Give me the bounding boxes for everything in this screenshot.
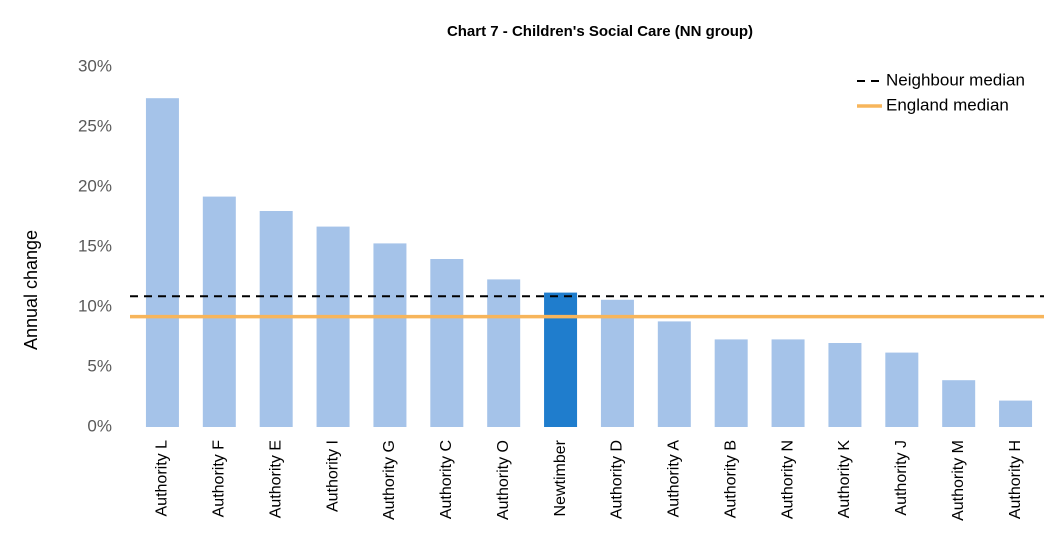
x-tick-label: Newtimber: [552, 439, 569, 516]
bar: [316, 226, 350, 427]
bar: [487, 279, 521, 427]
x-tick-label: Authority J: [893, 440, 910, 516]
x-tick-label: Authority D: [609, 440, 626, 519]
bar: [942, 380, 976, 427]
x-tick-label: Authority F: [211, 440, 228, 518]
x-tick-label: Authority M: [950, 440, 967, 521]
x-tick-label: Authority A: [666, 440, 683, 518]
x-tick-label: Authority L: [154, 440, 171, 517]
bar: [771, 339, 805, 427]
chart-title: Chart 7 - Children's Social Care (NN gro…: [447, 23, 753, 40]
x-tick-label: Authority O: [495, 440, 512, 520]
bar: [145, 98, 179, 427]
bar: [430, 259, 464, 427]
bar: [657, 321, 691, 427]
y-tick-label: 25%: [78, 116, 112, 135]
bar: [999, 400, 1033, 427]
x-tick-label: Authority K: [836, 440, 853, 519]
legend-label: England median: [886, 95, 1009, 114]
y-axis-label: Annual change: [21, 230, 41, 350]
bar: [544, 292, 578, 427]
bar: [885, 352, 919, 427]
x-tick-label: Authority H: [1007, 440, 1024, 519]
x-tick-label: Authority C: [438, 440, 455, 519]
x-tick-label: Authority N: [779, 440, 796, 519]
x-tick-label: Authority G: [381, 440, 398, 520]
bar: [373, 243, 407, 427]
y-tick-label: 30%: [78, 56, 112, 75]
y-tick-label: 0%: [87, 416, 112, 435]
bar: [600, 299, 634, 427]
y-tick-label: 10%: [78, 296, 112, 315]
x-tick-label: Authority E: [267, 440, 284, 518]
x-tick-label: Authority B: [722, 440, 739, 518]
bar: [714, 339, 748, 427]
y-tick-label: 5%: [87, 356, 112, 375]
bar: [202, 196, 236, 427]
x-tick-label: Authority I: [324, 440, 341, 512]
bar: [259, 211, 293, 427]
y-tick-label: 20%: [78, 176, 112, 195]
y-tick-label: 15%: [78, 236, 112, 255]
legend-label: Neighbour median: [886, 70, 1025, 89]
bar: [828, 343, 862, 427]
